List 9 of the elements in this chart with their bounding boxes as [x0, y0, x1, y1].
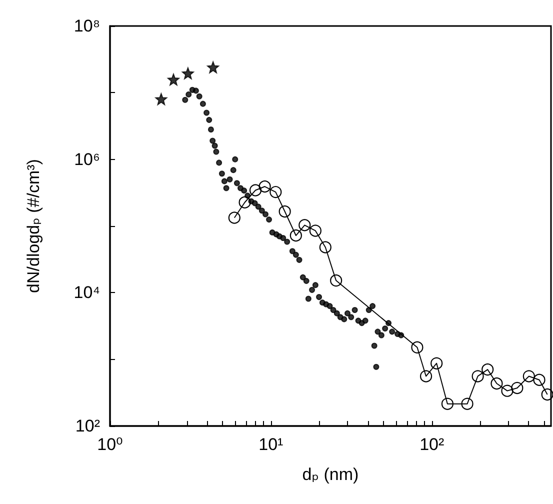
y-tick-label: 10²: [75, 416, 100, 436]
x-tick-label: 10²: [420, 435, 444, 454]
y-axis-title: dN/dlogdₚ (#/cm³): [24, 159, 43, 293]
y-tick-label: 10⁸: [74, 16, 100, 36]
x-tick-label: 10⁰: [97, 435, 124, 454]
y-tick-label: 10⁴: [74, 283, 100, 302]
x-tick-label: 10¹: [258, 435, 284, 454]
x-axis-title: dₚ (nm): [302, 465, 359, 484]
y-tick-label: 10⁶: [74, 150, 100, 169]
